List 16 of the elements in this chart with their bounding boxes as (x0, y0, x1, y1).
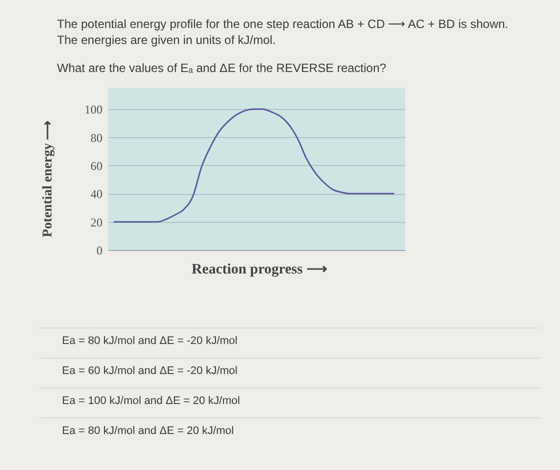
y-tick-label: 60 (90, 158, 102, 173)
y-tick-label: 100 (84, 102, 102, 117)
text: What are the values of Eₐ and ΔE for the REVERSE reaction? (57, 61, 387, 75)
text: Ea = 100 kJ/mol and ΔE = 20 kJ/mol (62, 395, 240, 407)
y-tick-label: 80 (90, 130, 102, 145)
y-tick-label: 0 (96, 244, 102, 258)
text: Ea = 60 kJ/mol and ΔE = -20 kJ/mol (62, 365, 238, 377)
text: Ea = 80 kJ/mol and ΔE = -20 kJ/mol (62, 335, 238, 347)
chart-subtitle: The energies are given in units of kJ/mol. (57, 33, 276, 47)
y-axis-title: Potential energy ⟶ (40, 120, 54, 238)
y-tick-label: 40 (90, 187, 102, 202)
y-tick-label: 20 (90, 215, 102, 230)
line-series (113, 108, 394, 223)
chart-title: The potential energy profile for the one step reaction AB + CD ⟶ AC + BD is shown. (57, 17, 508, 31)
text: Ea = 80 kJ/mol and ΔE = 20 kJ/mol (62, 425, 234, 437)
x-axis-title: Reaction progress ⟶ (192, 262, 328, 278)
